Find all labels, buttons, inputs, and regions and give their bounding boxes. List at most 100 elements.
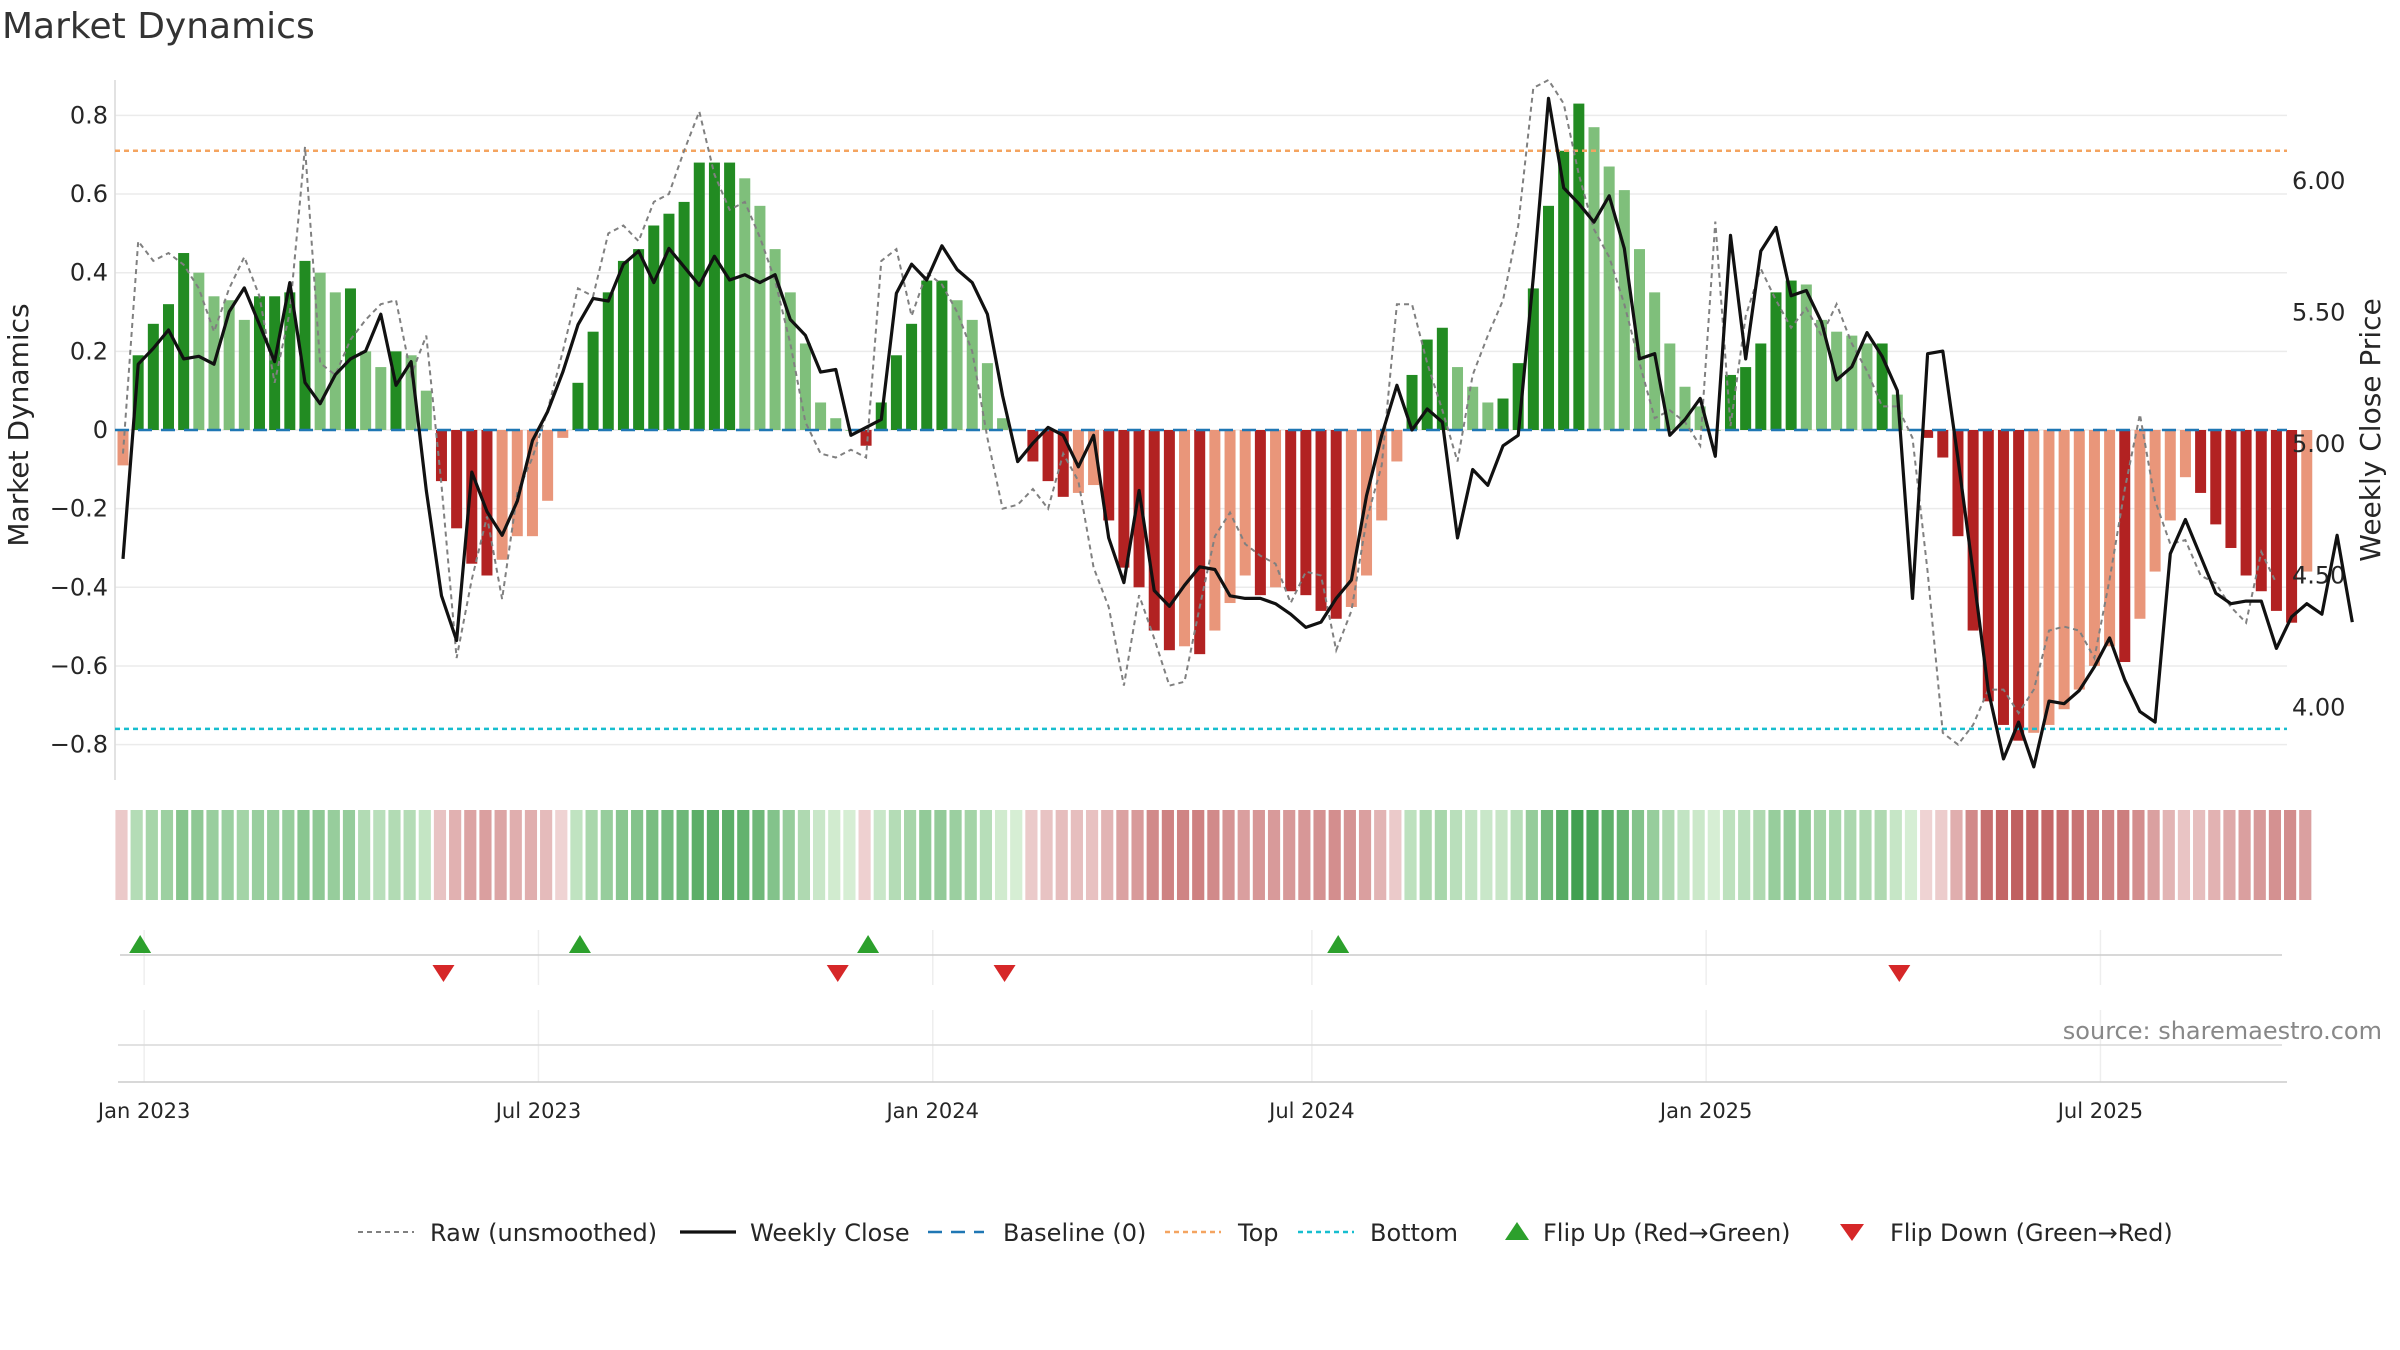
band-cell-7 [221, 810, 234, 900]
bar-61 [1042, 430, 1054, 482]
band-cell-42 [752, 810, 765, 900]
band-cell-37 [676, 810, 689, 900]
flip-down-marker-2 [993, 965, 1016, 982]
bar-29 [557, 430, 569, 438]
band-cell-27 [524, 810, 538, 900]
bar-123 [1982, 430, 1994, 702]
bar-12 [299, 260, 311, 430]
bar-121 [1952, 430, 1964, 537]
y-tick-label: −0.4 [50, 573, 108, 601]
bar-102 [1664, 343, 1676, 430]
band-cell-121 [1950, 810, 1963, 900]
bar-72 [1209, 430, 1221, 631]
bar-100 [1634, 249, 1645, 430]
band-cell-93 [1525, 810, 1538, 900]
band-cell-100 [1631, 810, 1645, 900]
y-tick-label: 0 [93, 416, 108, 444]
flip-up-marker-1 [568, 935, 591, 953]
bar-108 [1755, 343, 1767, 430]
band-cell-34 [631, 810, 644, 900]
bar-136 [2179, 430, 2191, 478]
bar-93 [1527, 288, 1539, 430]
legend-label-baseline: Baseline (0) [1003, 1219, 1146, 1247]
bar-53 [921, 280, 933, 430]
band-cell-10 [267, 810, 280, 900]
source-credit: source: sharemaestro.com [2063, 1017, 2382, 1045]
bar-32 [602, 292, 614, 430]
band-cell-11 [282, 810, 295, 900]
band-cell-20 [418, 810, 431, 900]
bar-103 [1679, 386, 1691, 430]
band-cell-51 [888, 810, 901, 900]
bar-14 [329, 292, 341, 430]
band-cell-140 [2238, 810, 2251, 900]
band-cell-12 [297, 810, 310, 900]
legend-label-flip-down: Flip Down (Green→Red) [1890, 1219, 2173, 1247]
bar-18 [390, 351, 402, 430]
bar-52 [906, 323, 918, 430]
band-cell-98 [1601, 810, 1614, 900]
bar-131 [2104, 430, 2116, 647]
legend: Raw (unsmoothed) Weekly Close Baseline (0)… [358, 1219, 2173, 1247]
band-cell-19 [403, 810, 416, 900]
y2-tick-label: 4.00 [2292, 693, 2345, 721]
legend-label-close: Weekly Close [750, 1219, 910, 1247]
bar-71 [1194, 430, 1206, 655]
bar-73 [1224, 430, 1236, 604]
bar-24 [481, 430, 493, 576]
band-cell-92 [1510, 810, 1523, 900]
bar-4 [178, 253, 190, 430]
bar-87 [1436, 327, 1448, 430]
band-cell-107 [1738, 810, 1751, 900]
band-cell-3 [160, 810, 174, 900]
band-cell-106 [1722, 810, 1736, 900]
bar-39 [708, 162, 720, 430]
band-cell-103 [1677, 810, 1690, 900]
bar-70 [1179, 430, 1191, 647]
bar-57 [981, 363, 993, 430]
legend-swatch-flip-up [1505, 1222, 1529, 1240]
band-cell-108 [1753, 810, 1766, 900]
x-tick-label: Jul 2024 [1267, 1099, 1354, 1123]
band-cell-4 [176, 810, 189, 900]
bar-86 [1421, 339, 1433, 430]
axes-layer: −0.8 −0.6 −0.4 −0.2 0 0.2 0.4 0.6 0.8 4.00 4.50 5.0… [50, 80, 2345, 1123]
x-tick-label: Jan 2025 [1658, 1099, 1753, 1123]
bar-38 [693, 162, 705, 430]
bar-79 [1315, 430, 1327, 611]
x-tick-label: Jan 2023 [96, 1099, 191, 1123]
band-cell-131 [2102, 810, 2115, 900]
bar-133 [2134, 430, 2146, 619]
band-cell-63 [1070, 810, 1083, 900]
bar-44 [784, 292, 796, 430]
band-cell-45 [797, 810, 811, 900]
band-cell-141 [2253, 810, 2266, 900]
band-cell-31 [585, 810, 598, 900]
band-cell-41 [737, 810, 750, 900]
bar-55 [951, 300, 963, 430]
band-cell-35 [646, 810, 659, 900]
bar-21 [435, 430, 447, 482]
flip-up-marker-2 [857, 935, 880, 953]
x-tick-label: Jul 2023 [494, 1099, 581, 1123]
band-cell-70 [1176, 810, 1190, 900]
band-cell-66 [1116, 810, 1129, 900]
band-cell-0 [115, 810, 128, 900]
bar-127 [2043, 430, 2055, 725]
bar-138 [2210, 430, 2222, 525]
bar-41 [739, 178, 751, 430]
band-cell-18 [388, 810, 401, 900]
band-cell-61 [1040, 810, 1053, 900]
band-cell-47 [828, 810, 841, 900]
band-cell-95 [1556, 810, 1569, 900]
y2-axis-label: Weekly Close Price [2354, 298, 2387, 561]
bar-33 [617, 260, 629, 430]
band-cell-101 [1647, 810, 1660, 900]
band-cell-112 [1813, 810, 1827, 900]
x-tick-label: Jul 2025 [2056, 1099, 2143, 1123]
bar-20 [420, 390, 432, 430]
bar-90 [1482, 402, 1494, 430]
bar-2 [147, 323, 159, 430]
band-cell-117 [1889, 810, 1902, 900]
